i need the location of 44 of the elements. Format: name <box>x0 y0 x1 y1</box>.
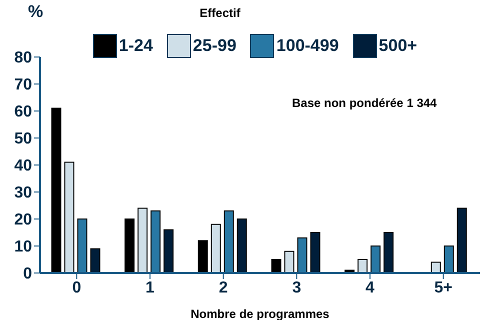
bar <box>358 259 368 273</box>
bar <box>284 250 294 273</box>
bar <box>51 108 62 273</box>
legend-label: 100-499 <box>276 36 339 56</box>
bar <box>198 240 208 273</box>
y-tick-label: 10 <box>14 238 32 256</box>
legend-label: 500+ <box>378 36 418 56</box>
bar <box>370 246 381 273</box>
bar <box>310 232 320 273</box>
bar <box>236 218 247 273</box>
bar <box>77 218 88 273</box>
bar <box>150 210 161 273</box>
x-tick-label: 3 <box>292 279 302 296</box>
x-tick-label: 1 <box>146 279 155 296</box>
bar <box>138 208 148 273</box>
y-tick-label: 30 <box>14 184 32 202</box>
bar <box>124 218 135 273</box>
annotation: Base non pondérée 1 344 <box>292 96 437 110</box>
y-tick-label: 80 <box>14 50 32 67</box>
x-tick-label: 5+ <box>434 279 452 296</box>
y-tick-label: 0 <box>23 266 32 283</box>
bar <box>384 232 394 273</box>
bar <box>164 229 174 273</box>
y-tick-label: 70 <box>14 76 32 94</box>
y-axis-title: % <box>28 2 44 22</box>
legend-title: Effectif <box>200 6 240 20</box>
x-tick-label: 2 <box>218 279 228 296</box>
legend-label: 1-24 <box>118 36 153 56</box>
bar <box>456 208 467 273</box>
x-tick-label: 0 <box>72 279 82 296</box>
bar <box>64 162 74 273</box>
bar <box>444 246 454 273</box>
bar <box>210 224 221 273</box>
y-tick-label: 60 <box>14 104 32 121</box>
bar <box>430 262 441 273</box>
bar <box>90 248 100 273</box>
bar <box>224 210 234 273</box>
y-tick-label: 20 <box>14 212 32 229</box>
bar <box>271 259 282 273</box>
y-tick-label: 50 <box>14 130 32 148</box>
legend-label: 25-99 <box>192 36 236 56</box>
y-tick-label: 40 <box>14 158 32 175</box>
bar <box>297 237 308 273</box>
x-tick-label: 4 <box>366 279 375 296</box>
